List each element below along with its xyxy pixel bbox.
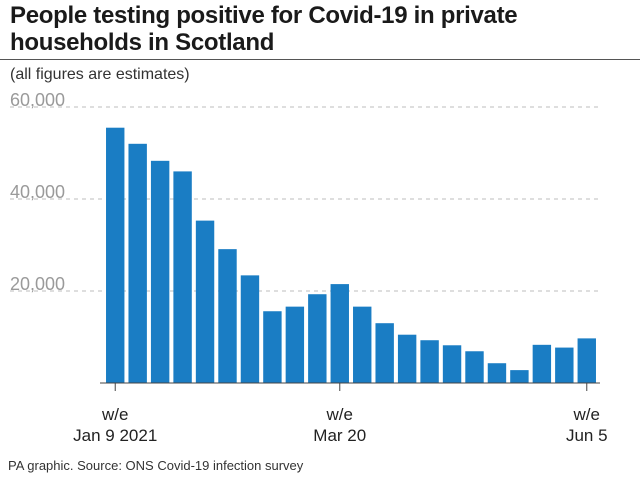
bar xyxy=(263,311,282,383)
bar xyxy=(218,249,237,383)
bar xyxy=(442,345,462,383)
source-note: PA graphic. Source: ONS Covid-19 infecti… xyxy=(8,458,304,473)
bar xyxy=(285,306,305,383)
bars xyxy=(106,127,596,383)
bar xyxy=(397,334,417,383)
bar xyxy=(128,143,147,383)
bar xyxy=(555,347,574,383)
bar xyxy=(173,171,192,383)
x-tick-label-line2: Jun 5 xyxy=(566,426,608,445)
bar xyxy=(240,275,260,383)
bar xyxy=(330,284,349,383)
bar xyxy=(375,323,394,383)
y-tick-label: 40,000 xyxy=(10,182,65,202)
x-axis-ticks: w/e Jan 9 2021 w/e Mar 20 w/e Jun 5 xyxy=(73,383,608,445)
bar xyxy=(577,338,596,383)
bar xyxy=(150,160,170,383)
bar xyxy=(353,306,372,383)
bar xyxy=(465,351,484,383)
bar xyxy=(487,363,507,383)
x-tick-label-line1: w/e xyxy=(573,405,600,424)
bar xyxy=(532,344,552,383)
gridlines xyxy=(10,106,600,292)
x-tick-label-line2: Mar 20 xyxy=(313,426,366,445)
chart-subtitle: (all figures are estimates) xyxy=(10,66,190,83)
x-tick-label-line1: w/e xyxy=(101,405,128,424)
y-tick-label: 60,000 xyxy=(10,90,65,110)
chart-title: People testing positive for Covid-19 in … xyxy=(10,2,518,56)
bar xyxy=(510,370,529,383)
y-axis-tick-labels: 20,000 40,000 60,000 xyxy=(10,90,65,294)
bar xyxy=(195,220,215,383)
bar xyxy=(420,340,439,383)
x-tick-label-line2: Jan 9 2021 xyxy=(73,426,157,445)
title-divider xyxy=(0,59,640,60)
y-tick-label: 20,000 xyxy=(10,274,65,294)
bar xyxy=(106,127,125,383)
bar xyxy=(308,294,327,383)
x-tick-label-line1: w/e xyxy=(326,405,353,424)
